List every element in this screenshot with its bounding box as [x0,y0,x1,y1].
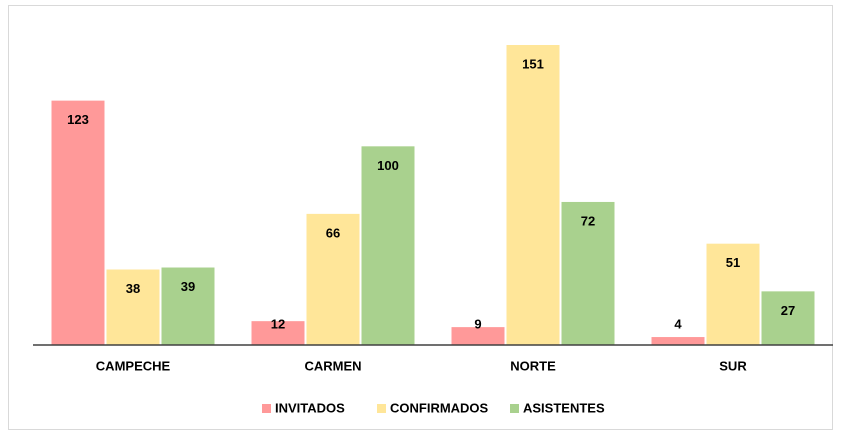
data-label: 123 [67,112,89,127]
bar [651,337,705,345]
chart-frame [8,5,833,430]
legend-label: ASISTENTES [523,400,605,415]
data-label: 27 [781,303,795,318]
bar [106,269,160,345]
data-label: 12 [271,316,285,331]
x-tick-label: CARMEN [304,358,361,373]
data-label: 51 [726,255,740,270]
legend-label: CONFIRMADOS [390,400,489,415]
bar [451,327,505,345]
bar [161,267,215,345]
data-label: 4 [674,316,682,331]
bar [561,201,615,345]
data-label: 151 [522,56,544,71]
bar [306,213,360,345]
bar [506,45,560,345]
bar [51,100,105,345]
bar [761,291,815,345]
x-tick-label: NORTE [510,358,556,373]
data-label: 100 [377,158,399,173]
legend-swatch [262,404,271,413]
bar [251,321,305,345]
data-label: 72 [581,213,595,228]
data-label: 39 [181,279,195,294]
legend-label: INVITADOS [275,400,345,415]
x-tick-label: CAMPECHE [96,358,171,373]
bar [706,243,760,345]
x-tick-label: SUR [719,358,747,373]
legend-swatch [510,404,519,413]
data-label: 38 [126,281,140,296]
data-label: 9 [474,316,481,331]
bar [361,146,415,345]
data-label: 66 [326,225,340,240]
legend-swatch [377,404,386,413]
